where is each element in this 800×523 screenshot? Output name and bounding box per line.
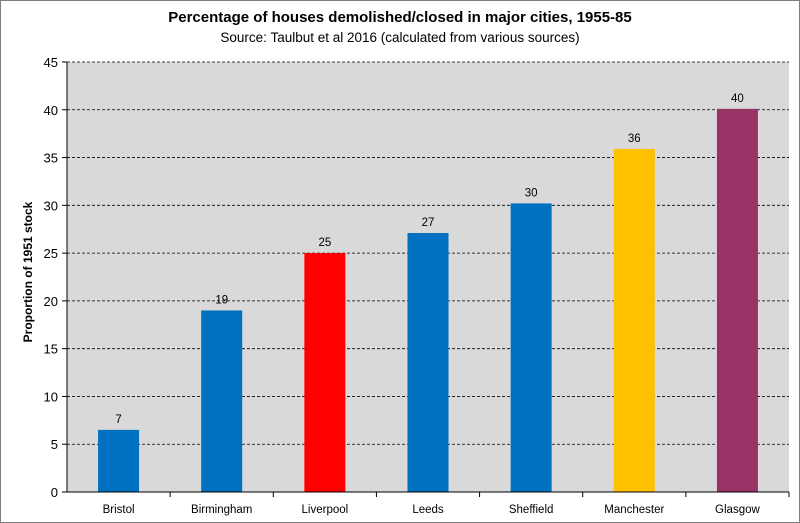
x-tick-label: Liverpool: [302, 504, 349, 516]
chart-title: Percentage of houses demolished/closed i…: [168, 9, 632, 26]
x-tick-label: Glasgow: [715, 504, 760, 516]
x-tick-label: Leeds: [412, 504, 444, 516]
data-label: 30: [525, 187, 538, 199]
y-tick-label: 5: [51, 437, 58, 452]
bar: [407, 233, 449, 493]
x-tick-label: Birmingham: [191, 504, 252, 516]
data-label: 27: [422, 217, 435, 229]
y-tick-label: 25: [44, 246, 58, 261]
data-label: 36: [628, 133, 641, 145]
x-tick-label: Sheffield: [509, 504, 554, 516]
y-tick-label: 10: [44, 389, 58, 404]
bar: [510, 203, 552, 492]
bar: [304, 253, 346, 492]
y-tick-label: 30: [44, 198, 58, 213]
bar: [613, 148, 655, 492]
data-label: 7: [115, 414, 121, 426]
data-label: 40: [731, 93, 744, 105]
x-tick-label: Bristol: [103, 504, 135, 516]
x-tick-label: Manchester: [604, 504, 664, 516]
data-label: 25: [318, 237, 331, 249]
bar: [716, 108, 758, 493]
y-tick-label: 20: [44, 294, 58, 309]
bar: [201, 310, 243, 492]
bar: [98, 429, 140, 492]
y-tick-label: 0: [51, 485, 58, 500]
y-tick-label: 15: [44, 342, 58, 357]
y-tick-label: 35: [44, 151, 58, 166]
y-tick-label: 45: [44, 55, 58, 70]
y-tick-label: 40: [44, 103, 58, 118]
chart-subtitle: Source: Taulbut et al 2016 (calculated f…: [220, 30, 580, 45]
data-label: 19: [215, 294, 228, 306]
